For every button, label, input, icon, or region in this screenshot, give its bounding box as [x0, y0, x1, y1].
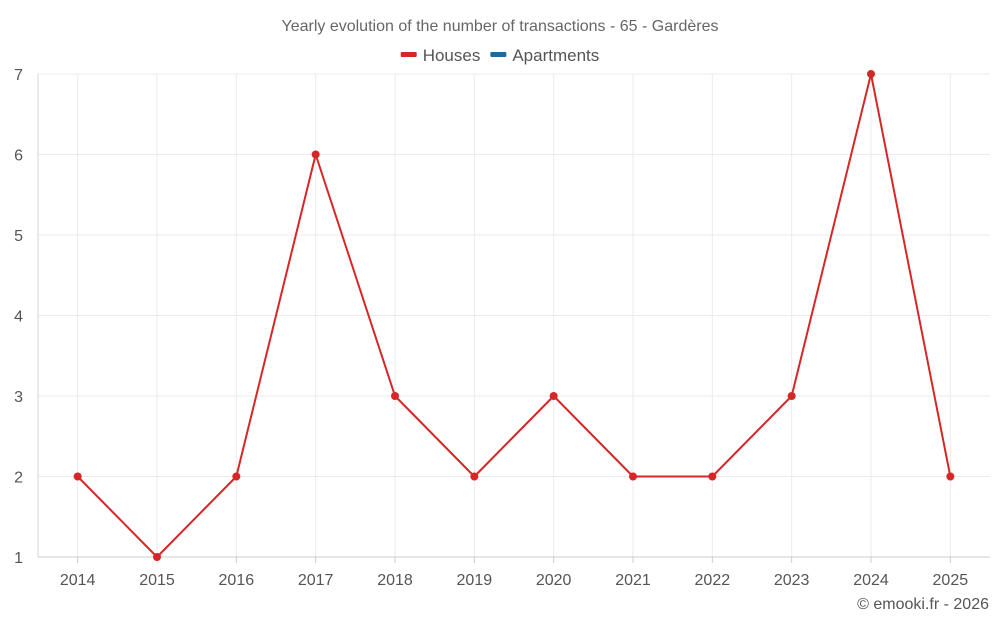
y-tick-label: 6 — [14, 148, 23, 165]
x-tick-label: 2020 — [536, 572, 572, 589]
x-tick-label: 2024 — [853, 572, 889, 589]
data-point-houses-2019[interactable] — [470, 472, 479, 481]
x-tick-label: 2019 — [457, 572, 493, 589]
x-tick-label: 2022 — [695, 572, 731, 589]
legend-label-apartments[interactable]: Apartments — [512, 46, 599, 65]
x-tick-label: 2018 — [377, 572, 413, 589]
y-tick-label: 1 — [14, 550, 23, 567]
x-tick-label: 2021 — [615, 572, 651, 589]
series-line-houses — [76, 73, 952, 558]
data-point-houses-2014[interactable] — [73, 472, 82, 481]
data-point-houses-2024[interactable] — [867, 70, 875, 78]
credit-text: © emooki.fr - 2026 — [857, 596, 989, 613]
data-point-houses-2017[interactable] — [311, 150, 320, 159]
x-tick-label: 2025 — [933, 572, 969, 589]
data-point-houses-2022[interactable] — [708, 472, 717, 481]
data-point-houses-2021[interactable] — [629, 472, 637, 481]
legend-swatch-apartments[interactable] — [490, 52, 507, 57]
y-tick-label: 2 — [14, 470, 23, 487]
data-point-houses-2016[interactable] — [232, 472, 241, 481]
y-tick-label: 5 — [14, 228, 23, 245]
legend: Houses Apartments — [400, 46, 599, 65]
x-tick-label: 2016 — [219, 572, 255, 589]
data-point-houses-2018[interactable] — [391, 392, 399, 400]
y-tick-label: 3 — [14, 389, 23, 406]
x-tick-label: 2023 — [774, 572, 810, 589]
x-tick-label: 2017 — [298, 572, 334, 589]
data-point-houses-2023[interactable] — [787, 392, 796, 400]
data-point-houses-2020[interactable] — [549, 392, 558, 400]
grid — [38, 73, 990, 558]
chart-title: Yearly evolution of the number of transa… — [282, 18, 719, 35]
x-tick-label: 2015 — [139, 572, 175, 589]
series-layer — [73, 70, 955, 561]
legend-label-houses[interactable]: Houses — [423, 46, 481, 65]
x-tick-label: 2014 — [60, 572, 96, 589]
y-tick-label: 4 — [14, 309, 23, 326]
data-point-houses-2015[interactable] — [153, 553, 161, 561]
data-point-houses-2025[interactable] — [946, 472, 955, 481]
y-tick-label: 7 — [14, 67, 23, 84]
axes: 1 2 3 4 5 6 7 2014 2015 2016 2017 2018 2019 2020 2021 2… — [14, 67, 990, 589]
legend-swatch-houses[interactable] — [400, 52, 417, 57]
